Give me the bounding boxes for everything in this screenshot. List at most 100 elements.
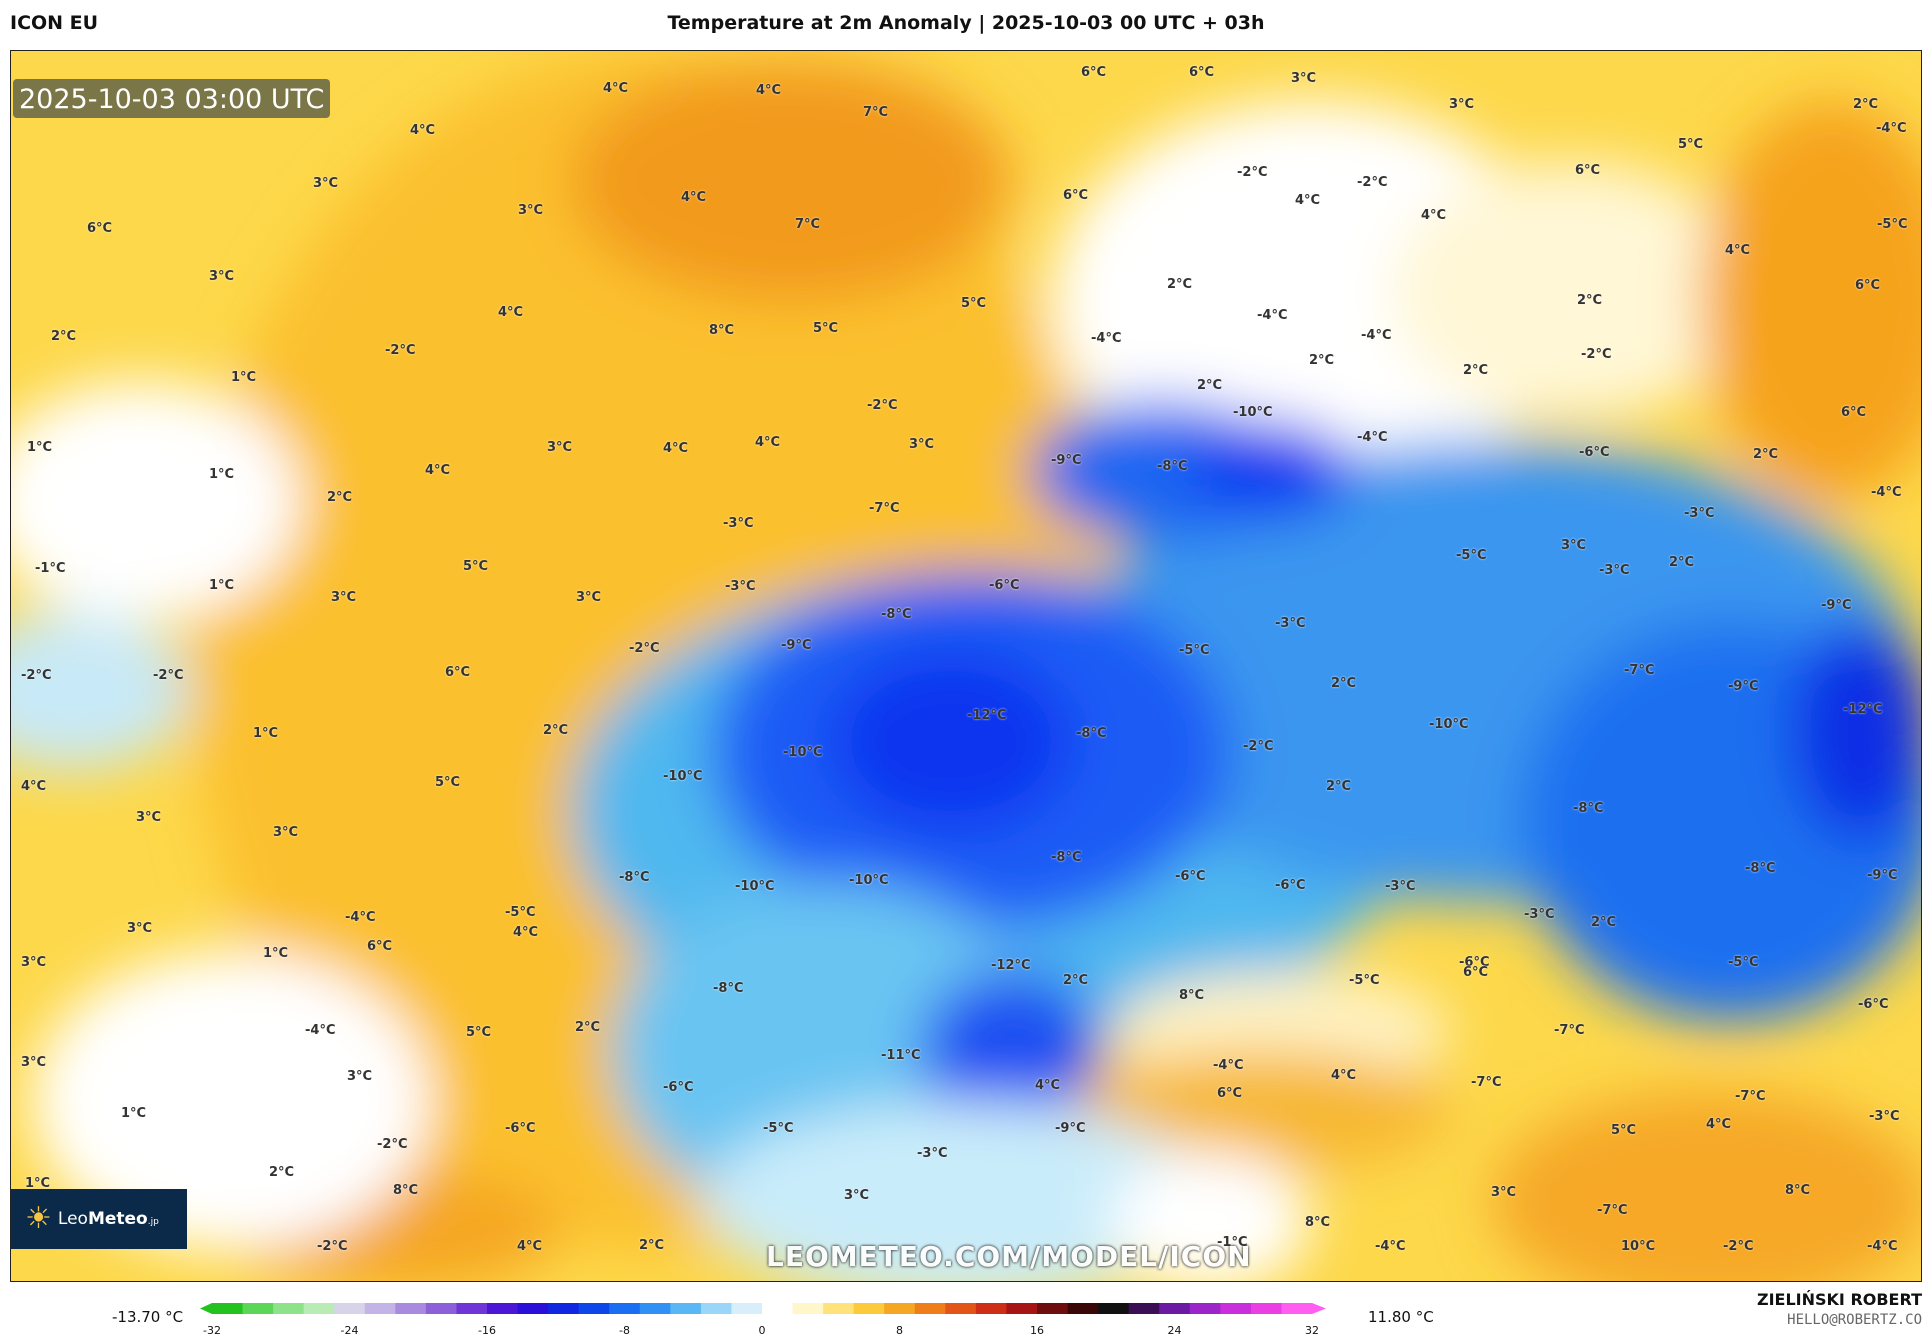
temperature-label: -7°C <box>1554 1023 1585 1038</box>
temperature-label: 4°C <box>410 123 436 138</box>
sun-icon: ☀ <box>25 1201 52 1236</box>
colorbar-tick-label: -24 <box>340 1324 359 1337</box>
temperature-label: 10°C <box>1621 1239 1656 1254</box>
chart-title: Temperature at 2m Anomaly | 2025-10-03 0… <box>667 12 1265 34</box>
temperature-label: -2°C <box>377 1137 408 1152</box>
anomaly-map <box>11 51 1921 1281</box>
temperature-label: 3°C <box>909 437 935 452</box>
temperature-label: 5°C <box>813 321 839 336</box>
colorbar-swatch <box>1220 1303 1252 1314</box>
temperature-label: 7°C <box>863 105 889 120</box>
temperature-label: 6°C <box>1063 188 1089 203</box>
temperature-label: -8°C <box>881 607 912 622</box>
colorbar-swatch <box>1128 1303 1160 1314</box>
temperature-label: -6°C <box>1459 955 1490 970</box>
map-panel[interactable]: 4°C 4°C 7°C 6°C 6°C 3°C 3°C 2°C -4°C 4°C 3°C 3°C 4°C… <box>10 50 1922 1282</box>
temperature-label: -11°C <box>881 1048 921 1063</box>
temperature-label: 6°C <box>1217 1086 1243 1101</box>
temperature-label: 2°C <box>1197 378 1223 393</box>
temperature-label: 5°C <box>435 775 461 790</box>
temperature-label: -10°C <box>735 879 775 894</box>
anomaly-region <box>921 971 1101 1131</box>
temperature-label: 4°C <box>1331 1068 1357 1083</box>
colorbar-swatch <box>548 1303 580 1314</box>
colorbar-swatch <box>792 1303 824 1314</box>
colorbar-swatch <box>1281 1303 1313 1314</box>
temperature-label: -10°C <box>783 745 823 760</box>
anomaly-region <box>701 1101 1221 1281</box>
temperature-label: 2°C <box>575 1020 601 1035</box>
temperature-label: -9°C <box>1867 868 1898 883</box>
temperature-label: 6°C <box>1081 65 1107 80</box>
temperature-label: -9°C <box>1821 598 1852 613</box>
temperature-label: -4°C <box>1375 1239 1406 1254</box>
temperature-label: 4°C <box>513 925 539 940</box>
temperature-label: -2°C <box>317 1239 348 1254</box>
valid-time-badge: 2025-10-03 03:00 UTC <box>13 79 331 118</box>
temperature-label: -6°C <box>505 1121 536 1136</box>
anomaly-region <box>571 61 1011 301</box>
colorbar-swatch <box>1037 1303 1069 1314</box>
temperature-label: -4°C <box>1213 1058 1244 1073</box>
temperature-label: 2°C <box>1331 676 1357 691</box>
temperature-label: 2°C <box>269 1165 295 1180</box>
temperature-label: -5°C <box>1179 643 1210 658</box>
colorbar-swatch <box>303 1303 335 1314</box>
temperature-label: 2°C <box>639 1238 665 1253</box>
anomaly-region <box>11 381 301 621</box>
temperature-label: 6°C <box>1463 965 1489 980</box>
temperature-label: 3°C <box>1449 97 1475 112</box>
temperature-label: 2°C <box>51 329 77 344</box>
temperature-label: 6°C <box>87 221 113 236</box>
temperature-label: 4°C <box>1706 1117 1732 1132</box>
temperature-label: -12°C <box>991 958 1031 973</box>
temperature-label: 6°C <box>445 665 471 680</box>
temperature-label: 4°C <box>663 441 689 456</box>
anomaly-region <box>1191 421 1351 521</box>
colorbar-swatch <box>945 1303 977 1314</box>
temperature-label: -10°C <box>663 769 703 784</box>
temperature-label: -7°C <box>1624 663 1655 678</box>
temperature-label: 4°C <box>681 190 707 205</box>
temperature-label: -10°C <box>849 873 889 888</box>
temperature-label: 3°C <box>1491 1185 1517 1200</box>
temperature-label: -3°C <box>1599 563 1630 578</box>
temperature-label: -3°C <box>723 516 754 531</box>
anomaly-region <box>1391 161 1751 421</box>
temperature-label: -9°C <box>1051 453 1082 468</box>
temperature-label: -9°C <box>781 638 812 653</box>
temperature-label: -2°C <box>629 641 660 656</box>
temperature-label: 3°C <box>576 590 602 605</box>
temperature-label: 3°C <box>21 1055 47 1070</box>
colorbar-swatch <box>731 1303 763 1314</box>
anomaly-region <box>1791 621 1921 841</box>
colorbar-swatch <box>364 1303 396 1314</box>
colorbar-swatch <box>1098 1303 1130 1314</box>
leometeo-logo[interactable]: ☀ LeoMeteo.jp <box>11 1189 187 1249</box>
temperature-label: 6°C <box>1575 163 1601 178</box>
temperature-label: -4°C <box>1361 328 1392 343</box>
temperature-label: -10°C <box>1429 717 1469 732</box>
temperature-label: 4°C <box>603 81 629 96</box>
temperature-label: -6°C <box>1579 445 1610 460</box>
colorbar-tick-label: -16 <box>478 1324 496 1337</box>
temperature-label: 1°C <box>121 1106 147 1121</box>
temperature-label: -4°C <box>1357 430 1388 445</box>
temperature-label: 2°C <box>1063 973 1089 988</box>
temperature-label: 3°C <box>313 176 339 191</box>
temperature-label: 3°C <box>518 203 544 218</box>
temperature-label: 8°C <box>1305 1215 1331 1230</box>
colorbar-swatch <box>212 1303 244 1314</box>
temperature-label: -2°C <box>21 668 52 683</box>
temperature-label: 4°C <box>1295 193 1321 208</box>
temperature-label: -6°C <box>1275 878 1306 893</box>
author-email[interactable]: HELLO@ROBERTZ.CO <box>1787 1312 1922 1328</box>
colorbar-tick-label: 16 <box>1030 1324 1044 1337</box>
logo-text: LeoMeteo.jp <box>57 1209 159 1229</box>
temperature-label: 6°C <box>1841 405 1867 420</box>
temperature-label: 6°C <box>1189 65 1215 80</box>
temperature-label: -3°C <box>1524 907 1555 922</box>
temperature-label: -7°C <box>1471 1075 1502 1090</box>
temperature-label: -3°C <box>1869 1109 1900 1124</box>
colorbar-swatch <box>1006 1303 1038 1314</box>
